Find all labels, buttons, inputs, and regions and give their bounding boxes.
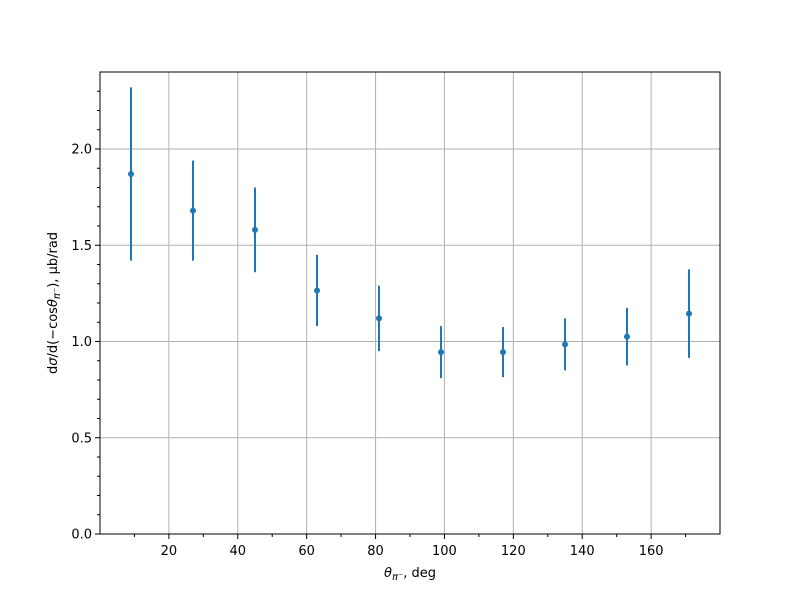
data-point xyxy=(438,349,444,356)
x-tick-label: 160 xyxy=(639,544,664,559)
data-point xyxy=(314,287,320,294)
y-tick-label: 0.5 xyxy=(71,431,92,446)
x-tick-label: 60 xyxy=(298,544,315,559)
y-axis-label: dσ/d(−cosθπ⁻), μb/rad xyxy=(46,232,63,374)
x-tick-label: 120 xyxy=(501,544,526,559)
y-tick-label: 2.0 xyxy=(71,143,92,158)
data-point xyxy=(624,333,630,340)
x-tick-label: 140 xyxy=(570,544,595,559)
data-point xyxy=(686,310,692,317)
data-point xyxy=(128,171,134,178)
ticks: 20 40 60 80 100 120 140 160 0.0 0.5 1.0 1.5 2.0 xyxy=(71,90,687,559)
x-tick-label: 100 xyxy=(432,544,457,559)
x-tick-label: 80 xyxy=(367,544,384,559)
y-tick-label: 1.5 xyxy=(71,239,92,254)
x-tick-label: 40 xyxy=(230,544,247,559)
x-axis-label: θπ⁻, deg xyxy=(384,566,436,583)
data-point xyxy=(252,226,258,233)
data-layer xyxy=(128,87,692,379)
x-tick-label: 20 xyxy=(161,544,178,559)
data-point xyxy=(500,349,506,356)
y-tick-label: 0.0 xyxy=(71,528,92,543)
plot-frame xyxy=(99,71,721,535)
data-point xyxy=(562,341,568,348)
grid xyxy=(100,72,720,535)
data-point xyxy=(190,207,196,214)
data-point xyxy=(376,315,382,322)
y-tick-label: 1.0 xyxy=(71,335,92,350)
